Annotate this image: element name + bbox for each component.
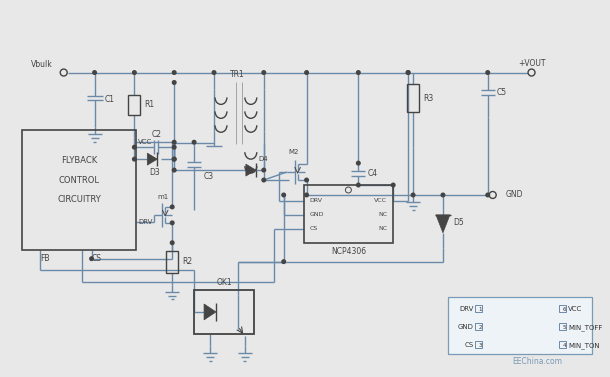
Text: C5: C5 xyxy=(497,88,507,97)
Text: NCP4306: NCP4306 xyxy=(331,247,366,256)
Circle shape xyxy=(406,71,410,74)
Bar xyxy=(448,297,592,354)
Text: +VOUT: +VOUT xyxy=(518,59,545,68)
Text: 1: 1 xyxy=(479,307,483,312)
Circle shape xyxy=(212,71,216,74)
Circle shape xyxy=(356,71,360,74)
Text: FB: FB xyxy=(40,254,49,263)
Text: 6: 6 xyxy=(563,307,566,312)
Circle shape xyxy=(486,193,490,197)
Text: D3: D3 xyxy=(149,167,160,176)
Text: EEChina.com: EEChina.com xyxy=(512,357,562,366)
Bar xyxy=(475,323,482,330)
Text: D4: D4 xyxy=(259,156,268,162)
Bar xyxy=(22,130,137,250)
Bar xyxy=(304,185,393,243)
Bar xyxy=(194,290,254,334)
Circle shape xyxy=(93,71,96,74)
Text: R3: R3 xyxy=(423,94,433,103)
Circle shape xyxy=(170,241,174,245)
Circle shape xyxy=(486,71,490,74)
Text: GND: GND xyxy=(309,212,324,218)
Text: TR1: TR1 xyxy=(229,70,244,79)
Circle shape xyxy=(305,193,309,197)
Bar xyxy=(475,341,482,348)
Text: VCC: VCC xyxy=(374,198,387,204)
Circle shape xyxy=(173,140,176,144)
Text: C2: C2 xyxy=(151,130,161,139)
Circle shape xyxy=(170,205,174,209)
Text: 5: 5 xyxy=(563,325,566,330)
Circle shape xyxy=(173,81,176,84)
Circle shape xyxy=(356,161,360,165)
Text: GND: GND xyxy=(458,324,474,330)
Circle shape xyxy=(192,140,196,144)
Circle shape xyxy=(392,183,395,187)
Text: NC: NC xyxy=(378,212,387,218)
Text: m1: m1 xyxy=(157,194,168,200)
Bar xyxy=(475,305,482,313)
Polygon shape xyxy=(436,215,450,233)
Text: GND: GND xyxy=(506,190,523,199)
Circle shape xyxy=(305,71,309,74)
Polygon shape xyxy=(246,164,256,176)
Circle shape xyxy=(173,157,176,161)
Circle shape xyxy=(305,178,309,182)
Text: MIN_TON: MIN_TON xyxy=(569,342,600,349)
Text: CIRCUITRY: CIRCUITRY xyxy=(57,195,101,204)
Text: R1: R1 xyxy=(145,100,154,109)
Circle shape xyxy=(173,168,176,172)
Text: D5: D5 xyxy=(453,218,464,227)
Polygon shape xyxy=(204,304,216,320)
Text: FLYBACK: FLYBACK xyxy=(61,156,97,165)
Text: C1: C1 xyxy=(104,95,115,104)
Circle shape xyxy=(132,146,136,149)
Text: CS: CS xyxy=(465,342,474,348)
Text: DRV: DRV xyxy=(309,198,323,204)
Circle shape xyxy=(173,71,176,74)
Text: 3: 3 xyxy=(479,343,483,348)
Text: VCC: VCC xyxy=(138,139,152,145)
Bar xyxy=(407,84,419,112)
Circle shape xyxy=(356,183,360,187)
Circle shape xyxy=(441,193,445,197)
Text: DRV: DRV xyxy=(459,307,474,313)
Circle shape xyxy=(282,193,285,197)
Text: NC: NC xyxy=(378,226,387,231)
Bar xyxy=(559,323,566,330)
Text: DRV: DRV xyxy=(138,219,152,225)
Text: R2: R2 xyxy=(182,257,192,266)
Text: OK1: OK1 xyxy=(216,278,232,287)
Bar xyxy=(128,95,140,115)
Bar xyxy=(559,305,566,313)
Circle shape xyxy=(411,193,415,197)
Circle shape xyxy=(262,178,265,182)
Text: 4: 4 xyxy=(563,343,566,348)
Text: VCC: VCC xyxy=(569,307,583,313)
Bar xyxy=(167,251,178,273)
Circle shape xyxy=(282,260,285,264)
Text: M2: M2 xyxy=(289,149,299,155)
Text: C3: C3 xyxy=(204,172,214,181)
Text: C4: C4 xyxy=(367,169,378,178)
Circle shape xyxy=(170,221,174,225)
Text: Vbulk: Vbulk xyxy=(31,60,52,69)
Circle shape xyxy=(132,71,136,74)
Text: CS: CS xyxy=(309,226,318,231)
Text: MIN_TOFF: MIN_TOFF xyxy=(569,324,603,331)
Text: CONTROL: CONTROL xyxy=(59,176,99,184)
Polygon shape xyxy=(148,153,157,165)
Circle shape xyxy=(173,157,176,161)
Text: 2: 2 xyxy=(479,325,483,330)
Circle shape xyxy=(132,157,136,161)
Circle shape xyxy=(173,146,176,149)
Circle shape xyxy=(262,168,265,172)
Circle shape xyxy=(262,71,265,74)
Bar xyxy=(559,341,566,348)
Circle shape xyxy=(90,257,93,261)
Circle shape xyxy=(406,71,410,74)
Text: CS: CS xyxy=(92,254,102,263)
